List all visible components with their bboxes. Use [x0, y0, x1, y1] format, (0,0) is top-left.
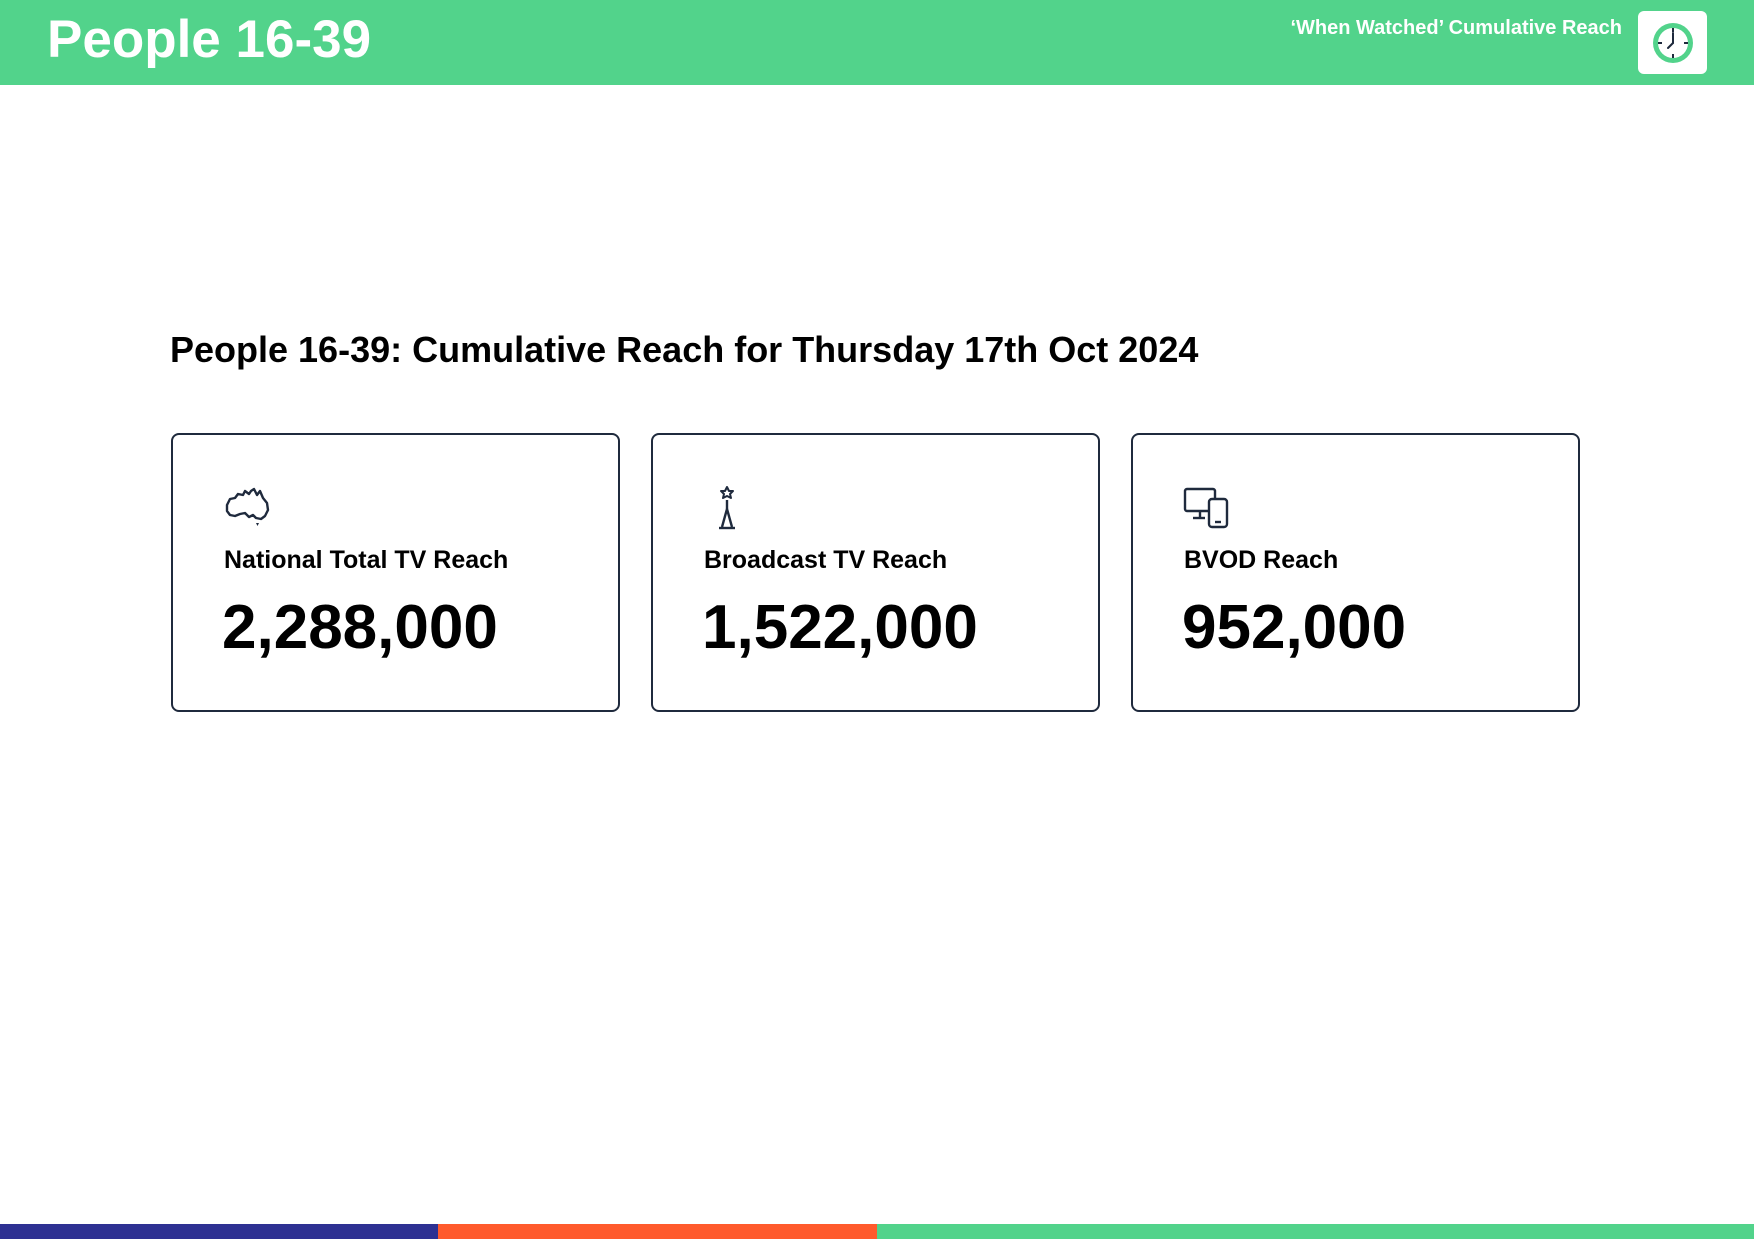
card-value: 952,000 [1182, 593, 1407, 662]
footer-bar-navy [0, 1224, 438, 1239]
page-title: People 16-39 [47, 10, 372, 69]
section-title: People 16-39: Cumulative Reach for Thurs… [170, 329, 1199, 370]
card-value: 2,288,000 [222, 593, 498, 662]
broadcast-tower-icon [719, 486, 735, 530]
reach-card-bvod: BVOD Reach 952,000 [1131, 433, 1580, 712]
card-label: National Total TV Reach [224, 546, 509, 574]
reach-card-national: National Total TV Reach 2,288,000 [171, 433, 620, 712]
clock-icon [1653, 23, 1693, 63]
devices-icon [1183, 487, 1229, 529]
header-bar: People 16-39 ‘When Watched’ Cumulative R… [0, 0, 1754, 85]
card-label: Broadcast TV Reach [704, 546, 948, 574]
card-value: 1,522,000 [702, 593, 978, 662]
australia-map-icon [225, 487, 270, 526]
clock-badge [1638, 11, 1707, 74]
footer-bar-orange [438, 1224, 877, 1239]
footer-bar-green [877, 1224, 1754, 1239]
report-subtitle: ‘When Watched’ Cumulative Reach [1290, 17, 1622, 39]
card-label: BVOD Reach [1184, 546, 1339, 574]
reach-card-broadcast: Broadcast TV Reach 1,522,000 [651, 433, 1100, 712]
